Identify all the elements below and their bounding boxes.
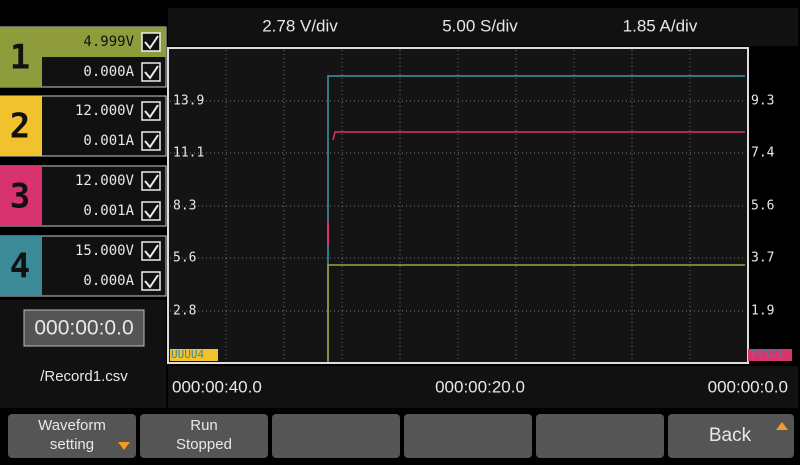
trace-ch3 <box>332 131 745 141</box>
grid <box>170 50 746 361</box>
checkbox[interactable] <box>141 62 161 82</box>
checkbox[interactable] <box>141 101 161 121</box>
left-axis-label: 2.8 <box>173 304 196 319</box>
current-scale: 1.85 A/div <box>623 16 698 35</box>
checkmark <box>144 274 159 289</box>
checkmark <box>144 35 159 50</box>
blank-button[interactable] <box>272 414 400 458</box>
file-name: /Record1.csv <box>40 368 128 385</box>
channel-number: 1 <box>10 38 30 78</box>
blank-button[interactable] <box>404 414 532 458</box>
button-label: Back <box>709 425 752 446</box>
right-axis-label: 1.9 <box>751 304 774 319</box>
traces <box>327 75 745 362</box>
left-axis-label: 11.1 <box>173 146 204 161</box>
voltage-scale: 2.78 V/div <box>262 16 338 35</box>
back-button[interactable] <box>668 414 794 458</box>
left-marker-bg <box>170 349 218 361</box>
run-button[interactable] <box>140 414 268 458</box>
channel-current: 0.001A <box>83 133 134 149</box>
checkbox[interactable] <box>141 271 161 291</box>
trace-ch1 <box>327 264 745 362</box>
checkmark <box>144 134 159 149</box>
left-marker: UUUU4 <box>171 348 204 361</box>
checkbox[interactable] <box>141 171 161 191</box>
channel-voltage: 12.000V <box>75 173 135 189</box>
checkmark <box>144 174 159 189</box>
right-axis-label: 3.7 <box>751 251 774 266</box>
right-axis-label: 5.6 <box>751 199 774 214</box>
channel-voltage: 12.000V <box>75 103 135 119</box>
time-label: 000:00:0.0 <box>708 377 788 396</box>
right-axis-label: 9.3 <box>751 94 774 109</box>
channel-number: 4 <box>10 247 30 287</box>
channel-panel: 1 4.999V 0.000A 2 12.000V 0.001A 3 12.000V 0.001… <box>0 26 167 297</box>
channel-number: 2 <box>10 107 30 147</box>
checkbox[interactable] <box>141 131 161 151</box>
checkbox[interactable] <box>141 32 161 52</box>
left-axis-label: 5.6 <box>173 251 196 266</box>
channel-badge <box>0 166 42 226</box>
channel-badge <box>0 27 42 87</box>
button-label: Stopped <box>176 436 232 453</box>
checkbox[interactable] <box>141 241 161 261</box>
time-label: 000:00:20.0 <box>435 377 525 396</box>
channel-badge <box>0 96 42 156</box>
timer-box <box>23 309 145 347</box>
right-axis-label: 7.4 <box>751 146 775 161</box>
time-label: 000:00:40.0 <box>172 377 262 396</box>
waveform-button[interactable] <box>8 414 136 458</box>
timer: 000:00:0.0 <box>34 317 133 340</box>
up-arrow <box>776 422 788 430</box>
scale-bar <box>168 8 798 46</box>
channel-badge <box>0 236 42 296</box>
checkmark <box>144 204 159 219</box>
button-label: Run <box>190 417 218 434</box>
channel-voltage: 4.999V <box>83 34 134 50</box>
channel-current: 0.000A <box>83 64 134 80</box>
button-bar: Waveform setting Run Stopped Back <box>8 414 794 458</box>
checkbox[interactable] <box>141 201 161 221</box>
button-label: Waveform <box>38 417 106 434</box>
blank-button[interactable] <box>536 414 664 458</box>
checkmark <box>144 244 159 259</box>
time-axis-bar <box>168 366 798 408</box>
channel-current: 0.000A <box>83 273 134 289</box>
button-label: setting <box>50 436 94 453</box>
checkmark <box>144 65 159 80</box>
time-scale: 5.00 S/div <box>442 16 518 35</box>
right-marker: I4321 <box>750 348 783 361</box>
left-axis-label: 8.3 <box>173 199 196 214</box>
channel-number: 3 <box>10 177 30 217</box>
right-marker-bg <box>748 349 792 361</box>
channel-current: 0.001A <box>83 203 134 219</box>
left-axis-label: 13.9 <box>173 94 204 109</box>
channel-voltage: 15.000V <box>75 243 135 259</box>
checkmark <box>144 104 159 119</box>
dropdown-arrow <box>118 442 130 450</box>
